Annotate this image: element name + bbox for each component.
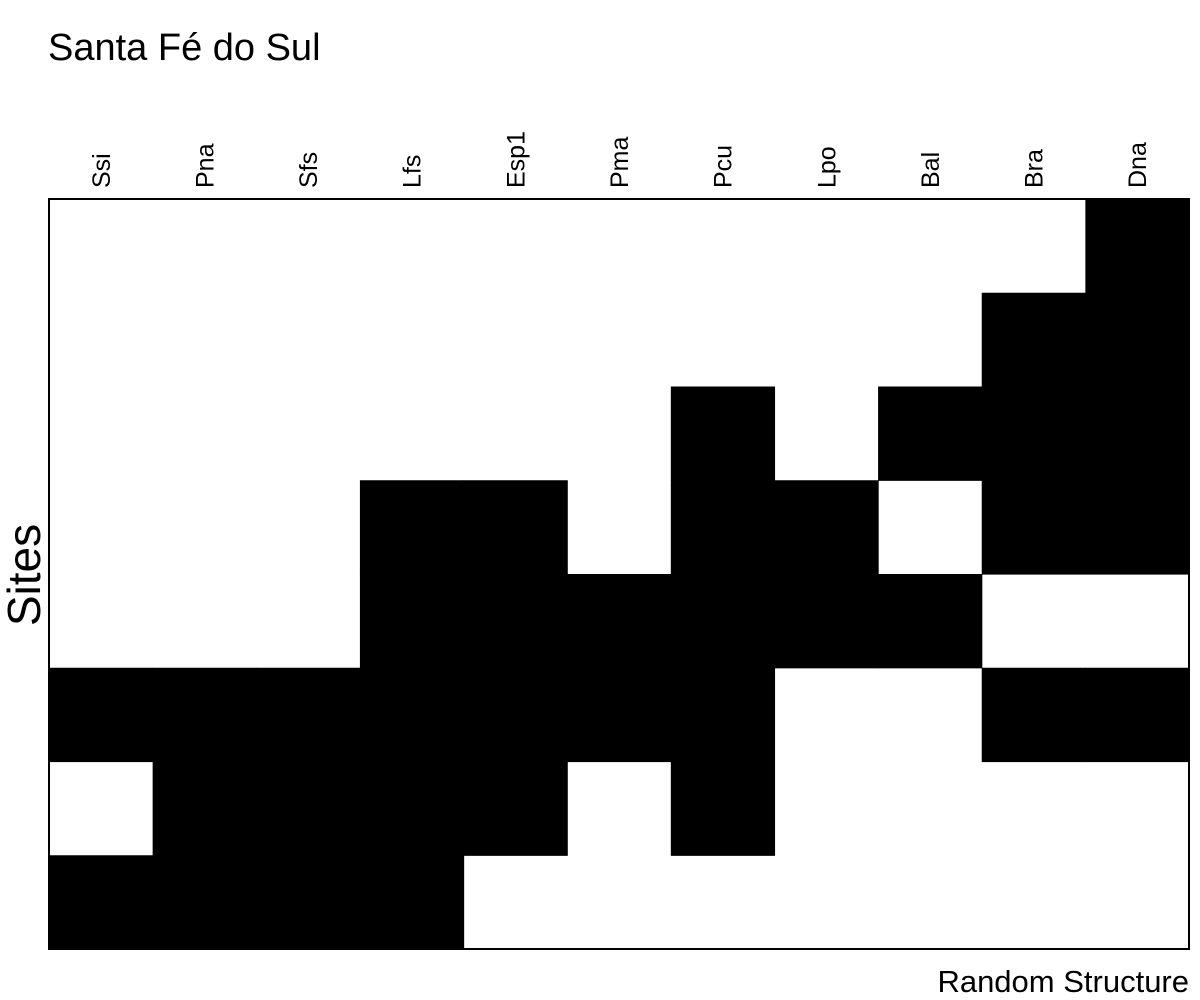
column-label-bal: Bal [917, 152, 945, 188]
matrix-cell-r7-lfs [359, 761, 465, 856]
matrix-cell-r5-esp1 [463, 574, 568, 669]
column-label-pna: Pna [191, 143, 219, 188]
matrix-cell-r5-bal [878, 574, 983, 669]
matrix-cell-r6-esp1 [463, 667, 568, 763]
matrix-cell-r6-pcu [670, 667, 776, 763]
matrix-cell-r7-esp1 [463, 761, 568, 856]
column-labels: Ssi Pna Sfs Lfs Esp1 Pma Pcu Lpo Bal Bra Dna [88, 131, 1152, 188]
matrix-cell-r8-pna [152, 855, 257, 950]
matrix-cell-r5-lpo [774, 574, 879, 669]
matrix-cell-r7-sfs [256, 761, 361, 856]
matrix-cell-r4-dna [1085, 480, 1190, 575]
chart-title: Santa Fé do Sul [48, 27, 321, 69]
matrix-cell-r6-lfs [359, 667, 465, 763]
matrix-cell-r4-lpo [774, 480, 879, 575]
column-label-sfs: Sfs [295, 152, 323, 188]
matrix-cell-r4-esp1 [463, 480, 568, 575]
matrix-cell-r2-bra [981, 292, 1086, 388]
matrix-cell-r3-dna [1085, 386, 1190, 481]
matrix-cell-r4-bra [981, 480, 1086, 575]
plot-border [48, 198, 1190, 950]
matrix-cell-r7-pcu [670, 761, 776, 856]
matrix-cell-r6-dna [1085, 667, 1190, 763]
matrix-cell-r3-pcu [670, 386, 776, 481]
y-axis-label: Sites [0, 524, 50, 626]
matrix-cell-r5-pma [567, 574, 672, 669]
column-label-lpo: Lpo [813, 146, 841, 188]
column-label-ssi: Ssi [88, 153, 116, 188]
matrix-cell-r7-pna [152, 761, 257, 856]
x-axis-label: Random Structure [937, 964, 1189, 999]
matrix-cell-r2-dna [1085, 292, 1190, 388]
matrix-cell-r3-bra [981, 386, 1086, 481]
column-label-bra: Bra [1021, 149, 1049, 188]
matrix-cell-r4-lfs [359, 480, 465, 575]
matrix-cell-r4-pcu [670, 480, 776, 575]
matrix-cell-r5-pcu [670, 574, 776, 669]
column-label-pcu: Pcu [710, 145, 738, 188]
matrix-cells [49, 199, 1190, 950]
matrix-cell-r6-ssi [49, 667, 154, 763]
matrix-cell-r3-bal [878, 386, 983, 481]
matrix-cell-r6-sfs [256, 667, 361, 763]
matrix-cell-r6-bra [981, 667, 1086, 763]
matrix-cell-r1-dna [1085, 199, 1190, 294]
column-label-dna: Dna [1124, 142, 1152, 188]
matrix-cell-r6-pna [152, 667, 257, 763]
column-label-esp1: Esp1 [502, 131, 530, 188]
column-label-pma: Pma [606, 137, 634, 189]
matrix-cell-r8-ssi [49, 855, 154, 950]
column-label-lfs: Lfs [399, 155, 427, 188]
matrix-cell-r8-lfs [359, 855, 465, 950]
matrix-cell-r6-pma [567, 667, 672, 763]
matrix-cell-r8-sfs [256, 855, 361, 950]
matrix-cell-r5-lfs [359, 574, 465, 669]
